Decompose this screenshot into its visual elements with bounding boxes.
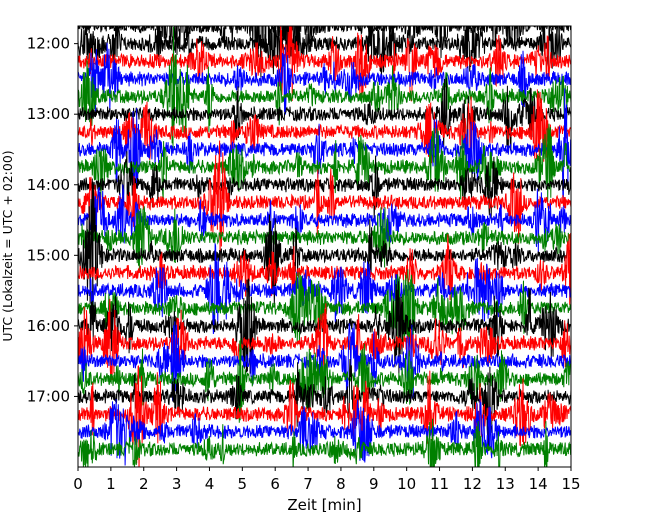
x-tick-label: 6 — [270, 475, 280, 493]
trace-group — [78, 26, 571, 467]
x-tick-label: 10 — [397, 475, 416, 493]
trace-1200 — [78, 26, 571, 79]
x-tick-label: 11 — [430, 475, 449, 493]
x-tick-label: 4 — [205, 475, 215, 493]
trace-1515 — [78, 232, 571, 311]
x-tick-label: 13 — [496, 475, 515, 493]
x-tick-label: 9 — [369, 475, 379, 493]
trace-1315 — [78, 89, 571, 184]
y-axis: 12:00 13:00 14:00 15:00 16:00 17:00 — [27, 35, 78, 405]
trace-1430 — [78, 184, 571, 254]
trace-1445 — [78, 206, 571, 273]
y-tick-label: 13:00 — [27, 105, 70, 123]
trace-1615 — [78, 298, 571, 381]
trace-1300 — [78, 77, 571, 154]
x-tick-label: 0 — [73, 475, 83, 493]
x-tick-label: 7 — [303, 475, 313, 493]
y-tick-label: 15:00 — [27, 246, 70, 264]
trace-1345 — [78, 123, 571, 203]
y-tick-label: 12:00 — [27, 35, 70, 53]
x-tick-label: 12 — [463, 475, 482, 493]
x-axis-label: Zeit [min] — [287, 496, 361, 514]
trace-1500 — [78, 178, 571, 319]
x-axis: 0 1 2 3 4 5 6 7 8 9 10 11 12 13 14 15 — [73, 467, 581, 493]
trace-1530 — [78, 243, 571, 335]
y-tick-label: 16:00 — [27, 317, 70, 335]
trace-1545 — [78, 269, 571, 351]
plot-frame — [77, 25, 572, 468]
trace-1745 — [78, 418, 571, 467]
x-tick-label: 14 — [529, 475, 548, 493]
trace-1230 — [78, 42, 571, 115]
y-axis-label: UTC (Lokalzeit = UTC + 02:00) — [0, 150, 15, 341]
x-tick-label: 8 — [336, 475, 346, 493]
y-tick-label: 17:00 — [27, 387, 70, 405]
x-tick-label: 2 — [139, 475, 149, 493]
trace-1215 — [78, 26, 571, 102]
y-tick-label: 14:00 — [27, 176, 70, 194]
trace-1415 — [78, 140, 571, 258]
trace-1645 — [78, 338, 571, 423]
x-tick-label: 5 — [238, 475, 248, 493]
x-tick-label: 3 — [172, 475, 182, 493]
trace-1730 — [78, 399, 571, 466]
x-tick-label: 1 — [106, 475, 116, 493]
x-tick-label: 15 — [561, 475, 580, 493]
trace-1330 — [78, 88, 571, 200]
